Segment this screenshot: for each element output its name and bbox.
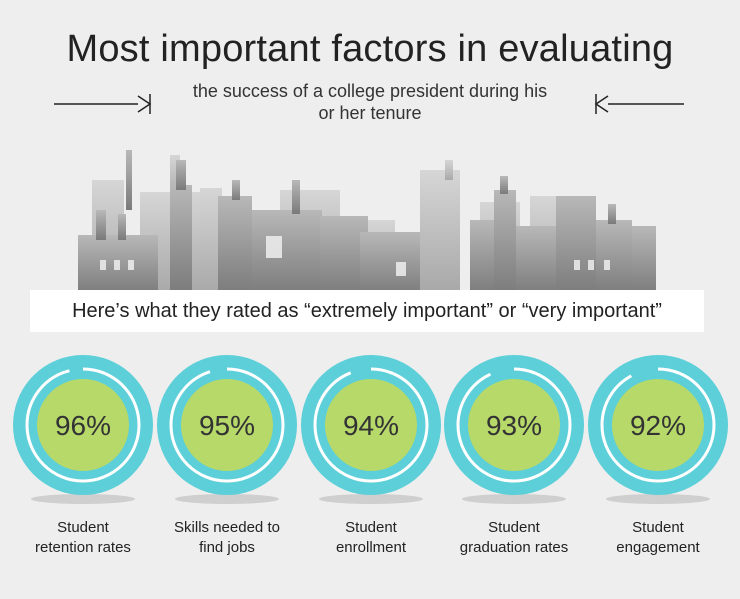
category-label: Skills needed to find jobs xyxy=(152,518,302,558)
category-label: Student retention rates xyxy=(8,518,158,558)
banner-text: Here’s what they rated as “extremely imp… xyxy=(72,299,662,322)
donut-shadow xyxy=(606,494,710,504)
category-label-line: Skills needed to xyxy=(174,519,280,536)
donut-value-label: 92% xyxy=(630,410,686,441)
percent-donut-chart: 96% 95% 94% 93% 92% xyxy=(13,355,728,504)
donut-4: 93% xyxy=(444,355,584,504)
left-arrow-icon xyxy=(54,94,152,114)
donut-progress-arc xyxy=(313,367,429,483)
category-label-line: Student xyxy=(57,519,109,536)
donut-value-label: 93% xyxy=(486,410,542,441)
donut-value-label: 96% xyxy=(55,410,111,441)
donut-value-label: 94% xyxy=(343,410,399,441)
category-label-line: find jobs xyxy=(199,539,255,556)
category-label-line: Student xyxy=(345,519,397,536)
page-title: Most important factors in evaluating xyxy=(66,28,674,70)
donut-center xyxy=(37,379,129,471)
donut-ring xyxy=(444,355,584,495)
donut-ring xyxy=(301,355,441,495)
donut-progress-arc xyxy=(456,367,572,483)
donut-progress-arc xyxy=(25,367,141,483)
donut-ring xyxy=(588,355,728,495)
donut-shadow xyxy=(462,494,566,504)
donut-shadow xyxy=(175,494,279,504)
donut-ring xyxy=(157,355,297,495)
category-label-line: Student xyxy=(632,519,684,536)
donut-1: 96% xyxy=(13,355,153,504)
subtitle: the success of a college president durin… xyxy=(170,80,570,124)
right-arrow-icon xyxy=(594,94,684,114)
donut-5: 92% xyxy=(588,355,728,504)
donut-shadow xyxy=(31,494,135,504)
subtitle-line-1: the success of a college president durin… xyxy=(192,81,548,101)
donut-center xyxy=(181,379,273,471)
category-label-line: graduation rates xyxy=(459,539,569,556)
category-label-line: Student xyxy=(488,519,540,536)
donut-progress-arc xyxy=(169,367,285,483)
donut-center xyxy=(325,379,417,471)
category-label-line: enrollment xyxy=(335,539,407,556)
donut-2: 95% xyxy=(157,355,297,504)
category-label: Student engagement xyxy=(583,518,733,558)
category-label: Student enrollment xyxy=(296,518,446,558)
donut-center xyxy=(468,379,560,471)
donut-progress-arc xyxy=(600,367,716,483)
donut-shadow xyxy=(319,494,423,504)
subtitle-line-2: or her tenure xyxy=(318,103,422,123)
rating-banner: Here’s what they rated as “extremely imp… xyxy=(30,290,704,332)
donut-3: 94% xyxy=(301,355,441,504)
category-label: Student graduation rates xyxy=(439,518,589,558)
category-label-line: retention rates xyxy=(35,539,131,556)
donut-value-label: 95% xyxy=(199,410,255,441)
donut-center xyxy=(612,379,704,471)
donut-ring xyxy=(13,355,153,495)
category-label-line: engagement xyxy=(616,539,700,556)
campus-skyline-illustration xyxy=(78,150,668,300)
